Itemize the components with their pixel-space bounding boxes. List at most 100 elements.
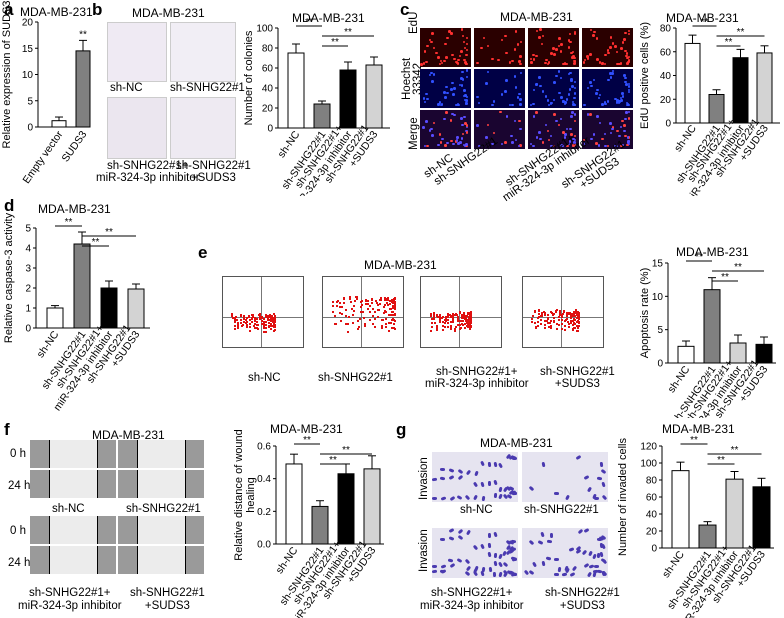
y-tick-label: 0 — [25, 324, 31, 335]
edu-image-tile — [582, 69, 633, 108]
y-tick-label: 0 — [657, 359, 663, 370]
bar — [725, 478, 744, 549]
invasion-image-tile — [522, 528, 608, 578]
significance-stars: ** — [734, 262, 742, 273]
y-tick-label: 60 — [660, 47, 672, 58]
chart-title: MDA-MB-231 — [270, 422, 343, 436]
chart-title: MDA-MB-231 — [292, 11, 365, 25]
y-tick-label: 0.4 — [257, 474, 271, 485]
wound-image-grid — [30, 440, 224, 585]
y-axis-label: Relative caspase-3 activity — [3, 212, 15, 343]
y-tick-label: 0.0 — [257, 540, 271, 551]
y-axis-label: Number of colonies — [243, 30, 255, 125]
edu-image-tile — [420, 69, 471, 108]
bar — [311, 505, 329, 545]
significance-stars: ** — [105, 227, 113, 238]
invasion-image-grid — [432, 452, 608, 584]
panel-g-image-title: MDA-MB-231 — [480, 436, 553, 450]
category-label-text: sh-NC — [274, 545, 301, 577]
y-tick-label: 0 — [651, 544, 657, 555]
bar — [51, 120, 67, 128]
bar — [729, 342, 747, 364]
wound-image-tile — [30, 516, 116, 544]
colony-label-inhibitor: sh-SNHG22#1+ miR-324-3p inhibitor — [96, 160, 200, 184]
y-tick-label: 60 — [646, 493, 658, 504]
wound-row-label-24h-b: 24 h — [8, 557, 31, 569]
wound-label-suds3: sh-SNHG22#1 +SUDS3 — [130, 587, 205, 612]
edu-image-tile — [474, 110, 525, 149]
colony-label-sh-nc: sh-NC — [110, 82, 143, 94]
colony-dish-sh-nc — [107, 22, 167, 82]
chart-title: MDA-MB-231 — [20, 5, 93, 19]
wound-image-tile — [118, 440, 204, 468]
category-label: sh-NC — [274, 545, 301, 577]
y-tick-label: 5 — [27, 96, 33, 107]
bar — [732, 57, 749, 124]
category-label: sh-NC — [666, 364, 693, 396]
y-tick-label: 40 — [262, 84, 274, 95]
chart-g: MDA-MB-231 0 20 40 60 80 100 120 Number of invad… — [617, 422, 774, 618]
edu-image-tile — [474, 69, 525, 108]
y-axis-label: healing — [245, 477, 257, 512]
category-label-text: sh-NC — [35, 329, 62, 361]
bar — [313, 103, 331, 129]
y-tick-label: 40 — [646, 510, 658, 521]
flow-plot — [522, 276, 604, 348]
y-tick-label: 3 — [25, 264, 31, 275]
y-tick-label: 20 — [660, 95, 672, 106]
category-label: sh-NC — [660, 549, 687, 581]
wound-image-tile — [30, 546, 116, 574]
category-label: sh-NC — [35, 329, 62, 361]
colony-dish-inhibitor — [107, 97, 167, 159]
y-tick-label: 1 — [25, 304, 31, 315]
invasion-label-sh-nc: sh-NC — [460, 504, 493, 516]
chart-title: MDA-MB-231 — [666, 11, 739, 25]
y-axis-label: Number of invaded cells — [617, 438, 629, 557]
wound-row-label-24h-a: 24 h — [8, 480, 31, 492]
flow-plot — [322, 276, 404, 348]
significance-stars: ** — [695, 252, 703, 263]
y-tick-label: 5 — [25, 224, 31, 235]
bar — [337, 473, 355, 545]
invasion-row-label-a: Invasion — [418, 457, 430, 500]
y-tick-label: 2 — [25, 284, 31, 295]
invasion-label-suds3: sh-SNHG22#1 +SUDS3 — [545, 587, 620, 612]
flow-label-sh-snhg22: sh-SNHG22#1 — [318, 372, 393, 384]
y-tick-label: 4 — [25, 244, 31, 255]
y-tick-label: 100 — [640, 459, 657, 470]
wound-image-tile — [30, 440, 116, 468]
y-tick-label: 5 — [657, 325, 663, 336]
significance-stars: ** — [331, 37, 339, 48]
y-tick-label: 20 — [262, 104, 274, 115]
invasion-image-tile — [432, 452, 518, 502]
bar — [73, 243, 91, 329]
category-label-text: sh-NC — [666, 364, 693, 396]
panel-e-image-title: MDA-MB-231 — [364, 258, 437, 272]
wound-image-tile — [118, 470, 204, 498]
panel-label-b: b — [92, 0, 103, 19]
y-tick-label: 10 — [652, 292, 664, 303]
bar — [285, 463, 303, 545]
chart-title: MDA-MB-231 — [662, 422, 735, 436]
significance-stars: ** — [725, 37, 733, 48]
y-tick-label: 15 — [652, 259, 664, 270]
colony-dish-suds3 — [170, 97, 236, 159]
bar — [100, 287, 118, 329]
panel-f-image-title: MDA-MB-231 — [92, 428, 165, 442]
row-label-edu: EdU — [408, 11, 420, 34]
invasion-label-inhibitor: sh-SNHG22#1+ miR-324-3p inhibitor — [420, 587, 524, 612]
colony-label-suds3: sh-SNHG22#1 +SUDS3 — [176, 160, 251, 184]
edu-image-tile — [582, 28, 633, 67]
edu-image-tile — [528, 69, 579, 108]
panel-label-c: c — [400, 0, 410, 19]
flow-plot — [420, 276, 502, 348]
wound-image-tile — [30, 470, 116, 498]
colony-dish-sh-snhg22 — [170, 22, 236, 82]
bar — [363, 468, 381, 545]
bar — [708, 94, 725, 124]
significance-stars: ** — [79, 29, 87, 40]
wound-label-sh-snhg22: sh-SNHG22#1 — [126, 503, 201, 515]
significance-stars: ** — [329, 455, 337, 466]
